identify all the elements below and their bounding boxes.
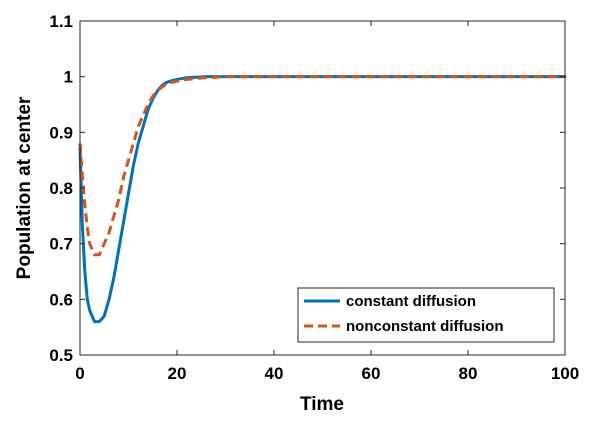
legend: constant diffusion nonconstant diffusion [297,287,555,343]
legend-label-nonconstant: nonconstant diffusion [346,318,503,335]
y-tick-label: 0.6 [49,290,73,309]
x-tick-label: 20 [168,364,187,383]
y-tick-label: 0.5 [49,346,73,365]
x-tick-label: 100 [551,364,579,383]
y-tick-label: 0.9 [49,123,73,142]
y-tick-label: 1 [64,68,73,87]
legend-box [297,287,555,343]
legend-label-constant: constant diffusion [346,293,476,310]
series-line-nonconstant [78,75,565,257]
tick-labels-layer: 0 20 40 60 80 100 0.5 0.6 0.7 0.8 0.9 1 1.1 [49,12,579,383]
x-tick-label: 80 [459,364,478,383]
y-tick-label: 0.7 [49,235,73,254]
series-layer [78,75,567,324]
x-tick-label: 60 [362,364,381,383]
ticks-layer [79,20,566,356]
y-tick-label: 0.8 [49,179,73,198]
x-tick-label: 0 [75,364,84,383]
y-axis-title: Population at center [14,96,35,279]
x-tick-label: 40 [265,364,284,383]
y-tick-label: 1.1 [49,12,73,31]
x-axis-title: Time [300,394,344,415]
